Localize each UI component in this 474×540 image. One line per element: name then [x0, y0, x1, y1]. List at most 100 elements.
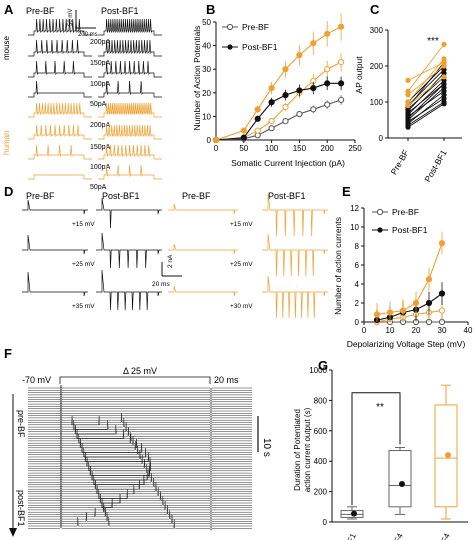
- d-trace: [96, 232, 162, 269]
- a-label-post: Post-BF1: [101, 6, 139, 16]
- f-sweep: [28, 431, 252, 444]
- f-delta: Δ 25 mV: [123, 366, 157, 376]
- f-sweep: [28, 388, 252, 396]
- f-sweep: [28, 429, 252, 442]
- f-sweep: [28, 473, 252, 485]
- f-sweep: [28, 438, 252, 451]
- g-y-tick-label: 400: [314, 457, 328, 466]
- f-sweep: [28, 482, 252, 495]
- b-point: [282, 103, 289, 111]
- a-trace: [98, 18, 162, 36]
- panel-letter-g: G: [318, 358, 328, 373]
- g-mean-point: [445, 452, 451, 459]
- f-sweep: [28, 395, 252, 403]
- b-point: [268, 118, 275, 125]
- d-trace: [168, 203, 238, 215]
- c-chart: 0 100 200 300: [370, 26, 462, 143]
- f-sweep: [28, 464, 252, 476]
- e-x-tick-label: 20: [412, 326, 421, 335]
- a-trace: [98, 164, 162, 180]
- c-pair-line: [407, 76, 445, 110]
- c-point-post: [441, 92, 447, 98]
- b-y-tick-label: 10: [202, 112, 211, 121]
- c-point-pre: [405, 77, 411, 83]
- c-point-pre: [405, 99, 411, 105]
- b-point: [268, 99, 275, 106]
- b-point: [282, 118, 289, 125]
- c-pair-line: [407, 61, 445, 81]
- panel-a: Pre-BF Post-BF1 50 mV 200 ms mouse human…: [2, 6, 162, 191]
- d-trace: [22, 271, 88, 297]
- panel-e: 0 10 20 30 40 0 2 4 6 8 10 12 Depolarizing Voltage …: [333, 204, 473, 349]
- b-point: [338, 23, 345, 30]
- g-y-tick-label: 600: [314, 427, 328, 436]
- a-label-mouse: mouse: [2, 35, 11, 60]
- b-point: [282, 92, 289, 99]
- d-scale-t: 20 ms: [152, 281, 170, 288]
- b-series-line: [215, 82, 342, 141]
- e-legend-pre: Pre-BF: [392, 207, 419, 217]
- panel-letter-a: A: [4, 2, 14, 17]
- g-xtick-1: Post-BF1: [336, 532, 358, 540]
- a-trace: [28, 18, 92, 36]
- g-box: [388, 450, 412, 508]
- panel-c: 0 100 200 300 AP output *** Pre-BF Post-BF1: [354, 26, 462, 184]
- c-point-post: [441, 67, 447, 73]
- f-sweep: [28, 409, 252, 416]
- c-point-post: [441, 41, 447, 48]
- d-trace: [22, 234, 88, 255]
- f-sweep: [28, 466, 252, 478]
- b-legend-pre: Pre-BF: [242, 22, 269, 32]
- f-sweep: [28, 445, 252, 458]
- g-y-tick-label: 200: [314, 488, 328, 497]
- c-point-pre: [405, 92, 411, 98]
- c-point-post: [441, 70, 447, 76]
- f-label-post: post-BF1: [16, 490, 26, 527]
- panel-letter-f: F: [4, 346, 12, 361]
- f-arrow-head: [9, 528, 17, 537]
- f-sweep: [28, 427, 252, 439]
- f-sweep: [28, 398, 252, 405]
- b-point: [324, 30, 331, 37]
- a-trace: [98, 144, 162, 160]
- g-ylabel-1: Duration of Potentiated: [293, 409, 302, 491]
- a-trace: [28, 144, 92, 160]
- a-trace: [98, 102, 162, 118]
- d-label-pre-h: Pre-BF: [182, 191, 211, 201]
- f-sweep: [28, 386, 252, 393]
- f-sweep: [28, 507, 252, 520]
- c-point-post: [441, 77, 447, 83]
- b-y-tick-label: 50: [202, 18, 211, 27]
- f-sweep: [28, 452, 252, 465]
- g-significance-bracket: [351, 392, 401, 506]
- a-scale-v: 50 mV: [68, 9, 74, 26]
- b-point: [296, 110, 303, 118]
- b-point: [310, 84, 317, 92]
- f-sweep: [28, 414, 252, 421]
- f-sweep: [28, 496, 252, 508]
- f-sweep: [28, 407, 252, 414]
- f-sweep: [28, 384, 252, 391]
- e-y-tick-label: 12: [350, 204, 359, 213]
- d-trace: [96, 269, 162, 311]
- c-point-pre: [405, 103, 411, 109]
- b-point: [212, 136, 220, 144]
- e-series-line: [376, 242, 443, 315]
- panel-g: 0 200 400 600 800 1000 Duration of Potentiate…: [293, 366, 468, 540]
- panel-letter-c: C: [370, 2, 380, 17]
- e-point: [425, 299, 433, 307]
- a-traces: 200pA 150pA 100pA 50pA 200pA 150pA 100pA 50pA: [28, 18, 162, 191]
- c-pair-line: [407, 94, 445, 124]
- e-point: [399, 307, 407, 314]
- c-xtick-pre: Pre-BF: [389, 148, 411, 176]
- d-label-pre: Pre-BF: [26, 191, 55, 201]
- c-point-pre: [405, 88, 411, 94]
- f-sweep: [28, 493, 252, 506]
- c-ylabel: AP output: [354, 56, 364, 94]
- c-pair-line: [407, 87, 445, 121]
- g-y-tick-label: 1000: [309, 366, 327, 375]
- d-scale-i: 2 nA: [167, 254, 174, 268]
- f-sweep: [28, 470, 252, 483]
- b-x-tick-label: 0: [214, 144, 219, 153]
- g-mean-point: [399, 481, 405, 487]
